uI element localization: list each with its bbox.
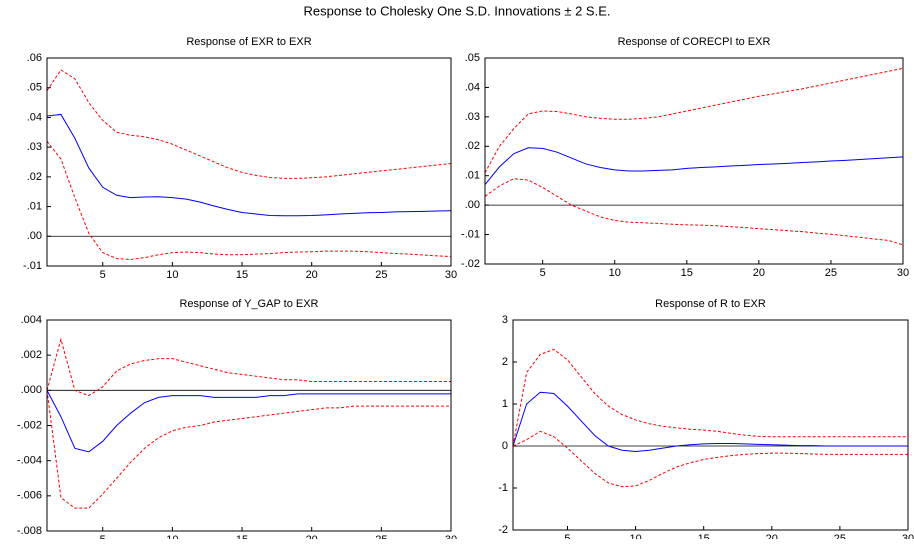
y-tick-label: .000 xyxy=(21,384,42,396)
plot-frame xyxy=(512,319,909,531)
series-line xyxy=(512,430,908,488)
y-tick-label: -.01 xyxy=(23,260,42,272)
x-tick-label: 15 xyxy=(698,533,710,539)
x-tick-label: 10 xyxy=(166,269,178,281)
x-tick-label: 25 xyxy=(375,269,387,281)
plot-frame xyxy=(46,319,452,532)
y-tick-label: .002 xyxy=(21,349,42,361)
x-tick-label: 5 xyxy=(540,267,546,279)
y-tick-label: .06 xyxy=(27,52,42,64)
main-title: Response to Cholesky One S.D. Innovation… xyxy=(303,3,610,18)
x-tick-label: 30 xyxy=(897,267,909,279)
y-tick-label: .03 xyxy=(465,111,480,123)
x-tick-label: 15 xyxy=(236,534,248,539)
series-line xyxy=(484,147,904,185)
series-line xyxy=(46,140,452,260)
x-tick-label: 25 xyxy=(825,267,837,279)
x-tick-label: 25 xyxy=(375,534,387,539)
x-tick-label: 10 xyxy=(609,267,621,279)
x-tick-label: 30 xyxy=(445,534,457,539)
x-tick-label: 10 xyxy=(166,534,178,539)
x-tick-label: 5 xyxy=(100,534,106,539)
y-tick-label: -2 xyxy=(498,524,508,536)
y-tick-label: -.01 xyxy=(461,228,480,240)
y-tick-label: 0 xyxy=(502,440,508,452)
y-tick-label: .01 xyxy=(27,200,42,212)
y-tick-label: .02 xyxy=(465,140,480,152)
x-tick-label: 25 xyxy=(834,533,846,539)
y-tick-label: 1 xyxy=(502,398,508,410)
y-tick-label: .04 xyxy=(465,81,480,93)
series-line xyxy=(512,348,908,447)
y-tick-label: 3 xyxy=(502,314,508,326)
x-tick-label: 30 xyxy=(902,533,914,539)
series-line xyxy=(46,69,452,179)
panel-title: Response of EXR to EXR xyxy=(186,36,311,48)
plot-frame xyxy=(46,57,452,267)
y-tick-label: .05 xyxy=(27,82,42,94)
y-tick-label: .04 xyxy=(27,111,42,123)
y-tick-label: .00 xyxy=(465,199,480,211)
series-line xyxy=(46,113,452,217)
x-tick-label: 15 xyxy=(681,267,693,279)
y-tick-label: -.004 xyxy=(17,455,42,467)
y-tick-label: 2 xyxy=(502,356,508,368)
y-tick-label: .00 xyxy=(27,230,42,242)
y-tick-label: .02 xyxy=(27,171,42,183)
x-tick-label: 20 xyxy=(753,267,765,279)
x-tick-label: 15 xyxy=(236,269,248,281)
series-line xyxy=(484,178,904,246)
y-tick-label: .03 xyxy=(27,141,42,153)
x-tick-label: 20 xyxy=(306,534,318,539)
y-tick-label: -.008 xyxy=(17,525,42,537)
series-line xyxy=(484,67,904,174)
series-line xyxy=(46,390,451,509)
series-line xyxy=(46,337,451,397)
x-tick-label: 5 xyxy=(100,269,106,281)
x-tick-label: 20 xyxy=(306,269,318,281)
y-tick-label: -.002 xyxy=(17,419,42,431)
y-tick-label: .05 xyxy=(465,52,480,64)
y-tick-label: .01 xyxy=(465,170,480,182)
x-tick-label: 20 xyxy=(766,533,778,539)
plot-frame xyxy=(484,57,904,265)
panel-title: Response of Y_GAP to EXR xyxy=(179,298,318,310)
y-tick-label: -.02 xyxy=(461,258,480,270)
x-tick-label: 5 xyxy=(564,533,570,539)
panel-title: Response of R to EXR xyxy=(655,298,766,310)
series-line xyxy=(46,390,451,453)
y-tick-label: -1 xyxy=(498,482,508,494)
panel-title: Response of CORECPI to EXR xyxy=(618,36,771,48)
x-tick-label: 10 xyxy=(629,533,641,539)
series-line xyxy=(512,391,908,452)
y-tick-label: -.006 xyxy=(17,490,42,502)
y-tick-label: .004 xyxy=(21,314,42,326)
x-tick-label: 30 xyxy=(445,269,457,281)
